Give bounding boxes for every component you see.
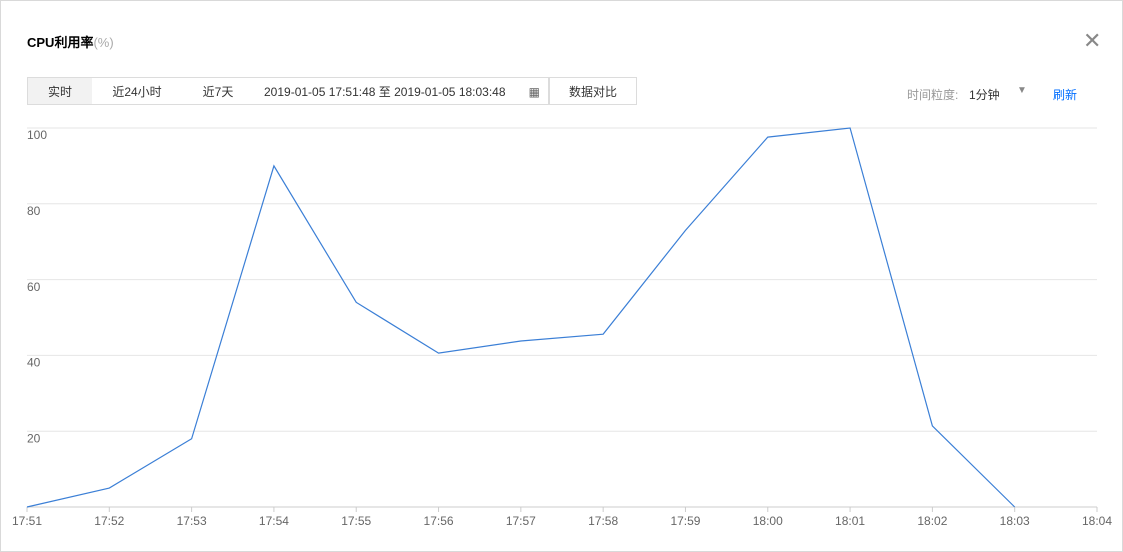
x-tick-label: 17:53 <box>177 514 207 528</box>
title-text: CPU利用率 <box>27 35 94 50</box>
title: CPU利用率(%) <box>27 32 114 51</box>
x-tick-label: 17:51 <box>12 514 42 528</box>
refresh-link[interactable]: 刷新 <box>1053 88 1078 102</box>
x-tick-label: 18:02 <box>917 514 947 528</box>
x-tick-label: 17:57 <box>506 514 536 528</box>
line <box>26 127 1016 508</box>
x-tick-label: 17:58 <box>588 514 618 528</box>
x-tick-label: 17:59 <box>670 514 700 528</box>
y-tick-label: 20 <box>27 431 41 445</box>
tab[interactable]: 近7天 <box>182 77 255 105</box>
x-tick-label: 17:56 <box>424 514 454 528</box>
compare-button[interactable]: 数据对比 <box>549 77 637 105</box>
calendar-icon: ▦ <box>528 85 540 99</box>
tab[interactable]: 实时 <box>27 77 93 105</box>
y-tick-label: 100 <box>27 128 47 142</box>
x-tick-label: 18:01 <box>835 514 865 528</box>
y-tick-label: 60 <box>27 280 41 294</box>
x-tick-label: 18:00 <box>753 514 783 528</box>
y-tick-label: 40 <box>27 356 41 370</box>
x-tick-label: 17:54 <box>259 514 289 528</box>
x-tick-label: 18:03 <box>1000 514 1030 528</box>
y-tick-label: 80 <box>27 204 41 218</box>
x-tick-label: 17:55 <box>341 514 371 528</box>
dropdown-arrow[interactable]: ▼ <box>1017 85 1027 96</box>
title-unit: (%) <box>93 35 114 50</box>
date-range[interactable]: 2019-01-05 17:51:48 至 2019-01-05 18:03:4… <box>254 77 549 105</box>
granularity-select[interactable]: 1分钟 <box>969 88 1000 102</box>
close-button[interactable]: ✕ <box>1083 28 1102 53</box>
x-tick-label: 18:04 <box>1082 514 1112 528</box>
date-range-text: 2019-01-05 17:51:48 至 2019-01-05 18:03:4… <box>264 85 506 99</box>
tab[interactable]: 近24小时 <box>92 77 183 105</box>
x-tick-label: 17:52 <box>94 514 124 528</box>
granularity-label: 时间粒度: <box>907 88 959 102</box>
